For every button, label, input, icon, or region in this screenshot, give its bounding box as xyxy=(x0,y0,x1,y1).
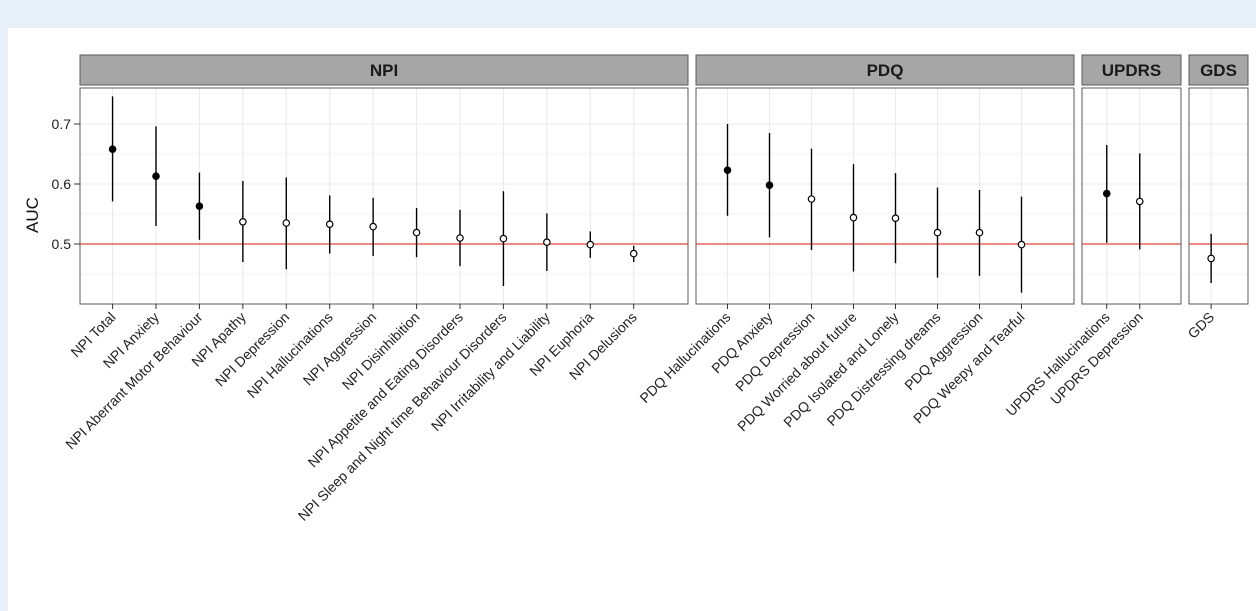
point-npi-total xyxy=(108,145,117,154)
facet-strip xyxy=(79,54,689,86)
point-npi-euphoria xyxy=(586,240,595,249)
point-npi-disinhibition xyxy=(412,228,421,237)
point-pdq-depression xyxy=(807,195,816,203)
point-npi-apathy xyxy=(239,218,247,226)
point-npi-delusions xyxy=(629,249,638,258)
facet-strip-label-npi: NPI xyxy=(370,61,398,80)
point-pdq-hallucinations xyxy=(723,166,732,175)
x-tick-label-npi-appetite-and-eating-disorders: NPI Appetite and Eating Disorders xyxy=(305,309,467,471)
panel-border-gds xyxy=(1188,87,1249,305)
facet-strip-label-updrs: UPDRS xyxy=(1102,61,1162,80)
point-npi-depression xyxy=(282,219,291,227)
x-tick-label-npi-depression: NPI Depression xyxy=(212,309,293,390)
facet-strip-label-pdq: PDQ xyxy=(867,61,904,80)
panel-border-updrs xyxy=(1081,87,1182,305)
facet-strip xyxy=(1188,54,1249,86)
point-updrs-hallucinations xyxy=(1102,189,1111,198)
point-pdq-worried-about-future xyxy=(849,213,858,222)
point-npi-appetite-and-eating-disorders xyxy=(456,234,464,242)
y-tick-label: 0.7 xyxy=(52,116,72,132)
facet-strip xyxy=(695,54,1075,86)
y-tick-label: 0.6 xyxy=(52,176,72,192)
point-updrs-depression xyxy=(1135,197,1144,206)
facet-strip xyxy=(1081,54,1182,86)
point-npi-irritability-and-liability xyxy=(543,238,551,247)
point-pdq-weepy-and-tearful xyxy=(1017,240,1026,249)
point-npi-anxiety xyxy=(152,172,160,181)
point-npi-sleep-and-night-time-behaviour-disorders xyxy=(499,234,508,243)
mark-layer xyxy=(108,96,1215,293)
figure-frame: NPI PDQ UPDRS GDS 0.5 0.6 0.7 NPI Total NPI Anx… xyxy=(8,28,1256,611)
point-pdq-aggression xyxy=(975,228,984,237)
facet-strip-label-gds: GDS xyxy=(1200,61,1237,80)
point-pdq-anxiety xyxy=(765,181,774,190)
y-axis-label: AUC xyxy=(23,197,42,233)
x-tick-label-npi-sleep-and-night-time-behaviour-disorders: NPI Sleep and Night time Behaviour Disor… xyxy=(295,309,510,524)
point-npi-hallucinations xyxy=(325,220,334,229)
point-pdq-isolated-and-lonely xyxy=(891,214,900,223)
panel-frames: NPI PDQ UPDRS GDS xyxy=(79,54,1249,305)
point-pdq-distressing-dreams xyxy=(933,228,942,237)
x-tick-label-gds: GDS xyxy=(1184,309,1217,342)
panel-border-pdq xyxy=(695,87,1075,305)
y-tick-label: 0.5 xyxy=(52,236,72,252)
point-npi-aggression xyxy=(369,222,377,231)
x-tick-label-npi-disinhibition: NPI Disinhibition xyxy=(339,309,423,393)
point-npi-aberrant-motor-behaviour xyxy=(195,202,204,211)
point-gds xyxy=(1207,254,1215,263)
grid-layer xyxy=(80,88,1248,304)
panel-border-npi xyxy=(79,87,689,305)
